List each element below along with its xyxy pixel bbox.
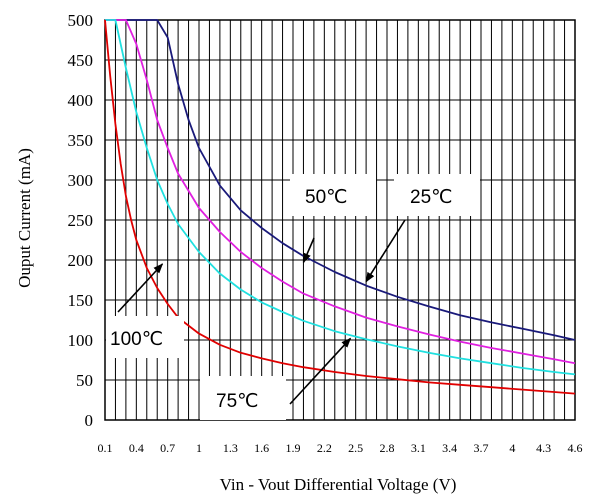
series-lines: [104, 19, 576, 395]
y-axis-label: Ouput Current (mA): [15, 148, 34, 288]
y-tick-label: 100: [68, 331, 94, 350]
tick-labels: 0 50 100 150 200 250 300 350 400 450 500 0.1 0.4 0.7 1…: [68, 11, 583, 455]
annotation-box: [200, 376, 286, 420]
grid: [105, 20, 575, 420]
plot-border: [104, 19, 576, 421]
y-tick-label: 250: [68, 211, 94, 230]
annotation-arrow: [117, 263, 164, 313]
x-tick-label: 3.1: [411, 441, 426, 455]
y-tick-label: 500: [68, 11, 94, 30]
annotations: 50℃ 25℃ 100℃ 75℃: [106, 174, 480, 420]
annotation-label: 50℃: [305, 187, 347, 208]
series-line-0: [105, 19, 576, 341]
x-tick-label: 2.5: [348, 441, 363, 455]
annotation-arrow: [289, 337, 352, 405]
annotation-label: 75℃: [216, 391, 258, 412]
x-tick-label: 0.4: [129, 441, 144, 455]
series-line-1: [105, 19, 576, 365]
y-tick-label: 350: [68, 131, 94, 150]
x-tick-label: 1.9: [286, 441, 301, 455]
x-tick-label: 3.7: [474, 441, 489, 455]
annotation-box: [106, 316, 184, 358]
x-tick-label: 0.7: [160, 441, 175, 455]
annotation-box: [394, 174, 480, 216]
x-axis-label: Vin - Vout Differential Voltage (V): [220, 475, 457, 494]
annotation-arrow: [302, 237, 315, 264]
x-tick-label: 4: [509, 441, 515, 455]
y-tick-label: 150: [68, 291, 94, 310]
x-tick-label: 0.1: [98, 441, 113, 455]
x-tick-label: 3.4: [442, 441, 457, 455]
x-tick-label: 1: [196, 441, 202, 455]
plot-frame: [104, 19, 576, 421]
y-tick-label: 50: [76, 371, 93, 390]
y-tick-label: 0: [85, 411, 94, 430]
annotation-label: 100℃: [110, 329, 163, 350]
x-tick-label: 1.3: [223, 441, 238, 455]
x-tick-label: 4.3: [536, 441, 551, 455]
x-tick-label: 4.6: [568, 441, 583, 455]
x-tick-label: 2.8: [380, 441, 395, 455]
series-line-2: [105, 19, 576, 376]
x-tick-label: 1.6: [254, 441, 269, 455]
y-tick-label: 450: [68, 51, 94, 70]
y-tick-label: 300: [68, 171, 94, 190]
x-tick-label: 2.2: [317, 441, 332, 455]
y-tick-label: 200: [68, 251, 94, 270]
annotation-arrow: [365, 219, 406, 283]
series-line-3: [104, 19, 576, 395]
annotation-label: 25℃: [410, 187, 452, 208]
annotation-box: [290, 174, 376, 216]
y-tick-label: 400: [68, 91, 94, 110]
